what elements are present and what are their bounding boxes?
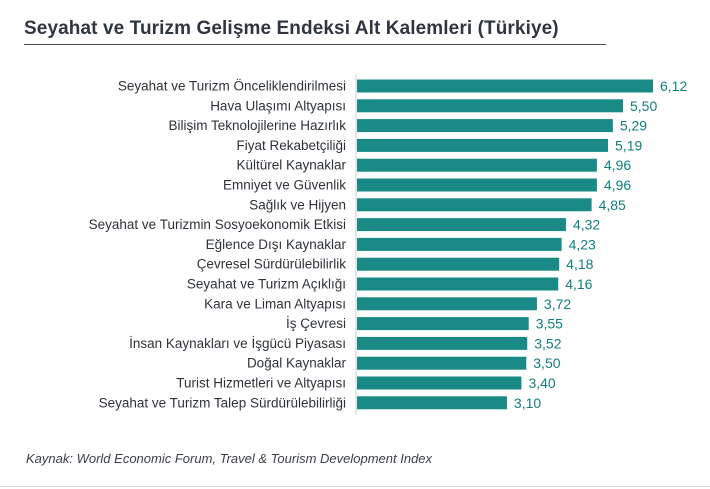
chart-title: Seyahat ve Turizm Gelişme Endeksi Alt Ka… — [24, 18, 559, 39]
category-label: İnsan Kaynakları ve İşgücü Piyasası — [129, 336, 346, 351]
bar — [357, 356, 527, 370]
bar — [357, 99, 624, 113]
value-label: 4,96 — [604, 157, 631, 173]
value-label: 3,72 — [544, 296, 571, 312]
bar — [357, 178, 597, 192]
value-label: 3,40 — [528, 375, 555, 391]
bar — [357, 119, 613, 133]
category-label: Kültürel Kaynaklar — [236, 158, 346, 173]
bar — [357, 297, 537, 311]
value-label: 4,32 — [573, 217, 600, 233]
value-label: 5,29 — [620, 118, 647, 134]
value-label: 3,55 — [536, 316, 563, 332]
bar — [357, 237, 562, 251]
bar — [357, 218, 566, 232]
category-label: Seyahat ve Turizm Talep Sürdürülebilirli… — [99, 395, 346, 410]
category-label: Bilişim Teknolojilerine Hazırlık — [168, 118, 346, 133]
category-label: Kara ve Liman Altyapısı — [204, 296, 346, 311]
bar-chart: Seyahat ve Turizm Önceliklendirilmesi 6,1… — [89, 74, 687, 415]
category-label: Çevresel Sürdürülebilirlik — [197, 257, 347, 272]
value-label: 4,96 — [604, 177, 631, 193]
category-label: Eğlence Dışı Kaynaklar — [206, 237, 347, 252]
category-label: Emniyet ve Güvenlik — [223, 178, 346, 193]
value-label: 3,50 — [533, 355, 560, 371]
category-label: Seyahat ve Turizm Açıklığı — [187, 277, 346, 292]
bar — [357, 158, 597, 172]
value-label: 4,23 — [569, 236, 596, 252]
value-label: 4,18 — [566, 256, 593, 272]
category-label: Fiyat Rekabetçiliği — [236, 138, 346, 153]
bar — [357, 376, 522, 390]
category-label: Seyahat ve Turizm Önceliklendirilmesi — [118, 79, 346, 94]
value-label: 3,52 — [534, 335, 561, 351]
title-underline — [24, 44, 606, 45]
bar — [357, 277, 559, 291]
bar — [357, 257, 560, 271]
category-label: Sağlık ve Hijyen — [249, 197, 346, 212]
source-note: Kaynak: World Economic Forum, Travel & T… — [26, 451, 433, 466]
value-label: 3,10 — [514, 395, 541, 411]
bottom-divider — [0, 486, 710, 487]
category-label: İş Çevresi — [286, 316, 346, 331]
bar — [357, 138, 609, 152]
bar — [357, 198, 592, 212]
bar — [357, 317, 529, 331]
bar — [357, 79, 653, 93]
value-label: 5,19 — [615, 137, 642, 153]
category-label: Turist Hizmetleri ve Altyapısı — [176, 376, 346, 391]
value-label: 6,12 — [660, 78, 687, 94]
value-label: 4,85 — [599, 197, 626, 213]
category-label: Seyahat ve Turizmin Sosyoekonomik Etkisi — [89, 217, 346, 232]
category-label: Hava Ulaşımı Altyapısı — [210, 98, 346, 113]
bar — [357, 336, 528, 350]
value-label: 4,16 — [565, 276, 592, 292]
bar — [357, 396, 507, 410]
value-label: 5,50 — [630, 98, 657, 114]
category-label: Doğal Kaynaklar — [247, 356, 347, 371]
